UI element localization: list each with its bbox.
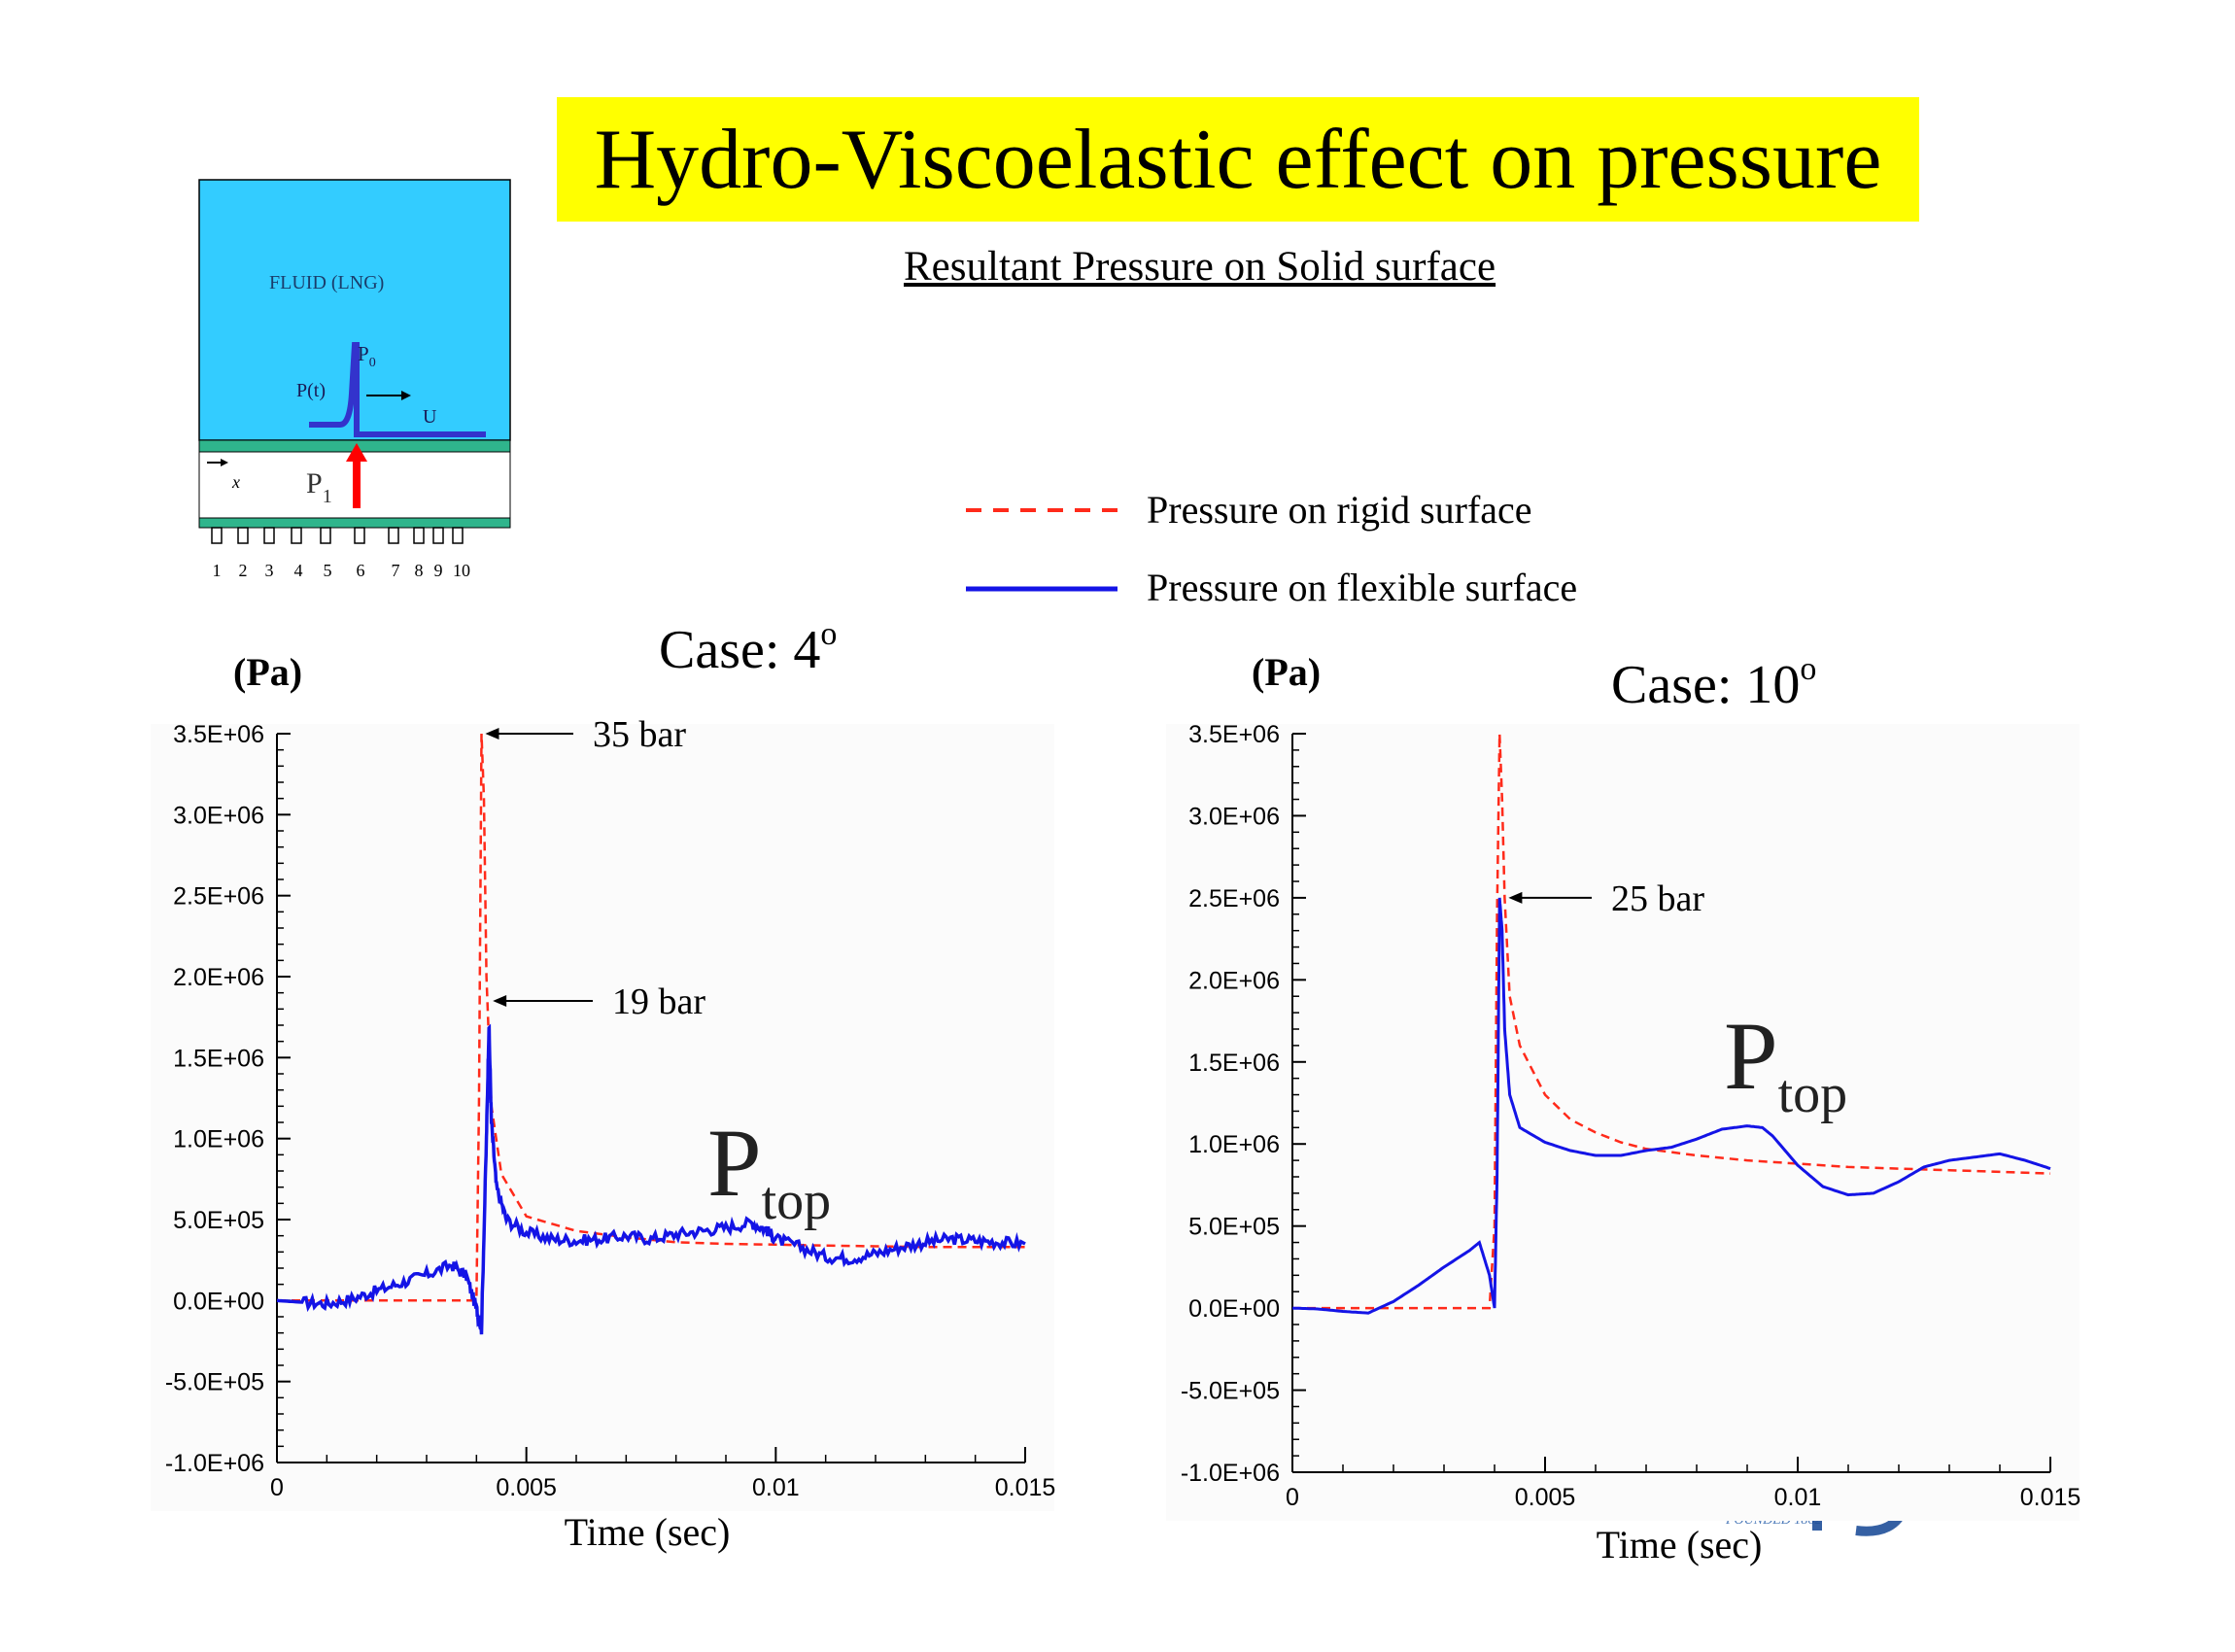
rigid-series-line — [277, 733, 1025, 1302]
tank-diagram: FLUID (LNG) P0 P(t) U x P1 1 2 3 4 5 6 7 8 9 10 — [198, 179, 511, 580]
svg-text:Ptop: Ptop — [1724, 1002, 1847, 1124]
y-tick-label: 2.0E+06 — [1188, 967, 1280, 994]
page-title: Hydro-Viscoelastic effect on pressure — [594, 112, 1882, 207]
svg-text:P0: P0 — [358, 342, 376, 370]
sensor-marker — [388, 527, 399, 544]
x-label: x — [231, 472, 240, 492]
y-tick-label: 1.0E+06 — [173, 1126, 264, 1153]
p0-subscript: 0 — [369, 356, 376, 370]
p1-arrowhead — [346, 443, 367, 462]
sensor-marker — [237, 527, 249, 544]
case-superscript: o — [820, 616, 837, 652]
y-tick-label: 3.5E+06 — [173, 721, 264, 748]
svg-text:P1: P1 — [306, 467, 332, 507]
sensor-number: 9 — [434, 561, 443, 580]
case-label: Case: 4 — [659, 620, 820, 680]
y-tick-label: -1.0E+06 — [165, 1450, 264, 1477]
pt-label: P(t) — [296, 380, 326, 401]
svg-text:Case: 4o: Case: 4o — [659, 616, 837, 680]
y-tick-label: 5.0E+05 — [1188, 1214, 1280, 1241]
sensor-marker — [452, 527, 464, 544]
sensor-number: 7 — [392, 561, 400, 580]
sensor-number: 8 — [415, 561, 424, 580]
annotation-label: 25 bar — [1611, 878, 1704, 919]
y-tick-label: -5.0E+05 — [1181, 1378, 1280, 1405]
y-tick-label: 0.0E+00 — [173, 1288, 264, 1315]
annotation-arrowhead — [1508, 891, 1523, 904]
x-tick-label: 0 — [1286, 1484, 1299, 1511]
y-tick-label: 3.0E+06 — [173, 802, 264, 829]
x-tick-label: 0.01 — [1774, 1484, 1822, 1511]
legend: Pressure on rigid surface Pressure on fl… — [966, 488, 1577, 609]
y-tick-label: 5.0E+05 — [173, 1207, 264, 1234]
u-label: U — [423, 406, 437, 428]
x-axis-label: Time (sec) — [565, 1510, 731, 1554]
case-superscript: o — [1800, 651, 1816, 687]
unit-label: (Pa) — [1252, 650, 1321, 694]
p0-label: P — [358, 342, 369, 365]
flexible-series-line — [276, 1023, 1026, 1335]
sensor-marker — [211, 527, 223, 544]
fluid-label: FLUID (LNG) — [269, 272, 384, 293]
p1-label: P — [306, 467, 323, 499]
title-banner: Hydro-Viscoelastic effect on pressure — [557, 97, 1919, 222]
subtitle: Resultant Pressure on Solid surface — [904, 244, 1496, 290]
sensor-marker — [413, 527, 425, 544]
ptop-subscript: top — [762, 1171, 832, 1231]
sensor-number: 5 — [324, 561, 332, 580]
unit-label: (Pa) — [233, 650, 302, 694]
pressure-profile — [309, 342, 486, 437]
x-tick-label: 0.005 — [1515, 1484, 1576, 1511]
chart-case-4: (Pa) Case: 4o Time (sec) 3.5E+06 3.0E+06 2… — [151, 616, 1056, 1554]
flexible-series-line — [1291, 897, 2051, 1315]
sensor-marker — [263, 527, 275, 544]
y-tick-label: 3.5E+06 — [1188, 721, 1280, 748]
y-tick-label: 1.0E+06 — [1188, 1131, 1280, 1158]
svg-text:Ptop: Ptop — [707, 1109, 831, 1231]
bottom-plate — [198, 517, 511, 529]
p1-subscript: 1 — [323, 486, 332, 507]
sensor-number: 4 — [294, 561, 303, 580]
sensor-marker — [432, 527, 444, 544]
legend-flexible-label: Pressure on flexible surface — [1147, 566, 1577, 609]
y-tick-label: 1.5E+06 — [1188, 1050, 1280, 1077]
y-tick-label: 1.5E+06 — [173, 1045, 264, 1072]
sensor-array: 1 2 3 4 5 6 7 8 9 10 — [211, 527, 470, 580]
x-tick-label: 0.015 — [995, 1474, 1056, 1501]
y-tick-label: -1.0E+06 — [1181, 1460, 1280, 1487]
svg-text:Case: 10o: Case: 10o — [1611, 651, 1816, 715]
legend-rigid-label: Pressure on rigid surface — [1147, 488, 1532, 532]
annotation-label: 19 bar — [612, 981, 705, 1022]
ptop-label: P — [1724, 1002, 1778, 1110]
y-tick-label: 0.0E+00 — [1188, 1295, 1280, 1323]
rigid-series-line — [1292, 733, 2051, 1310]
y-tick-label: 2.5E+06 — [1188, 885, 1280, 912]
x-axis-label: Time (sec) — [1597, 1523, 1763, 1566]
sensor-number: 1 — [213, 561, 222, 580]
sensor-marker — [320, 527, 331, 544]
sensor-number: 10 — [453, 561, 470, 580]
plot-background — [151, 724, 1054, 1511]
chart-case-10: (Pa) Case: 10o FOUNDED 1862 Time (sec) 3… — [1166, 650, 2081, 1566]
plot-background — [1166, 724, 2080, 1521]
x-tick-label: 0.005 — [496, 1474, 557, 1501]
sensor-number: 6 — [357, 561, 365, 580]
sensor-marker — [291, 527, 302, 544]
y-tick-label: 3.0E+06 — [1188, 803, 1280, 830]
x-tick-label: 0 — [270, 1474, 284, 1501]
sensor-marker — [354, 527, 365, 544]
x-tick-label: 0.015 — [2020, 1484, 2081, 1511]
ptop-subscript: top — [1778, 1064, 1848, 1124]
y-tick-label: 2.5E+06 — [173, 883, 264, 911]
ptop-label: P — [707, 1109, 762, 1217]
case-label: Case: 10 — [1611, 655, 1800, 715]
x-tick-label: 0.01 — [752, 1474, 800, 1501]
sensor-number: 3 — [265, 561, 274, 580]
annotation-label: 35 bar — [593, 714, 686, 755]
y-tick-label: -5.0E+05 — [165, 1369, 264, 1396]
y-tick-label: 2.0E+06 — [173, 964, 264, 991]
annotation-arrowhead — [493, 995, 507, 1007]
annotation-arrowhead — [485, 728, 499, 740]
sensor-number: 2 — [239, 561, 248, 580]
